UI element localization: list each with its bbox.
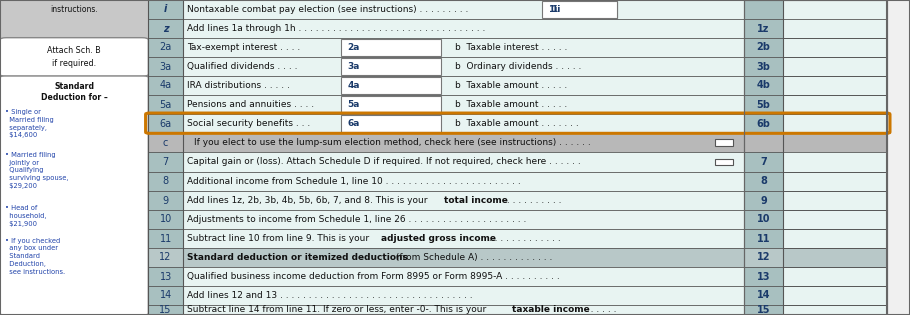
Text: 14: 14 [159,290,172,301]
Bar [0,0,148,315]
Text: If you elect to use the lump-sum election method, check here (see instructions) : If you elect to use the lump-sum electio… [194,138,591,147]
Bar [341,39,441,56]
Text: 5b: 5b [756,100,771,110]
FancyBboxPatch shape [0,38,148,76]
Bar [148,133,887,152]
Text: Subtract line 14 from line 11. If zero or less, enter -0-. This is your: Subtract line 14 from line 11. If zero o… [187,306,490,314]
Text: 1i: 1i [551,5,560,14]
Text: Add lines 12 and 13 . . . . . . . . . . . . . . . . . . . . . . . . . . . . . . : Add lines 12 and 13 . . . . . . . . . . … [187,291,473,300]
Text: Attach Sch. B
if required.: Attach Sch. B if required. [47,46,101,68]
Text: Pensions and annuities . . . .: Pensions and annuities . . . . [187,100,315,109]
FancyBboxPatch shape [0,76,148,315]
Text: 6a: 6a [159,118,172,129]
Text: 11: 11 [757,233,770,243]
Text: b  Taxable amount . . . . . . .: b Taxable amount . . . . . . . [455,119,579,128]
Text: IRA distributions . . . . .: IRA distributions . . . . . [187,81,290,90]
Text: 4a: 4a [159,81,172,90]
Bar [715,139,733,146]
Text: (from Schedule A) . . . . . . . . . . . . .: (from Schedule A) . . . . . . . . . . . … [393,253,552,262]
Text: 12: 12 [757,253,770,262]
Text: Qualified dividends . . . .: Qualified dividends . . . . [187,62,298,71]
Text: Additional income from Schedule 1, line 10 . . . . . . . . . . . . . . . . . . .: Additional income from Schedule 1, line … [187,177,521,186]
Text: 14: 14 [757,290,770,301]
Text: Nontaxable combat pay election (see instructions) . . . . . . . . .: Nontaxable combat pay election (see inst… [187,5,469,14]
Text: 6b: 6b [756,118,771,129]
Text: adjusted gross income: adjusted gross income [381,234,496,243]
Text: 2a: 2a [159,43,172,53]
Bar [341,58,441,75]
Text: 5a: 5a [159,100,172,110]
Bar [744,0,887,315]
Text: 6a: 6a [348,119,360,128]
Text: 7: 7 [163,157,168,167]
Text: 12: 12 [159,253,172,262]
Text: Social security benefits . . .: Social security benefits . . . [187,119,310,128]
Text: 8: 8 [163,176,168,186]
Text: 15: 15 [159,305,172,315]
Text: 15: 15 [757,305,770,315]
Bar [148,248,887,267]
Text: Standard deduction or itemized deductions: Standard deduction or itemized deduction… [187,253,409,262]
Text: 2a: 2a [348,43,360,52]
Bar [544,1,617,18]
Text: Tax-exempt interest . . . .: Tax-exempt interest . . . . [187,43,300,52]
Text: b  Taxable amount . . . . .: b Taxable amount . . . . . [455,100,567,109]
Bar [783,0,887,315]
Text: 9: 9 [163,196,168,205]
Text: 13: 13 [159,272,172,282]
Text: Capital gain or (loss). Attach Schedule D if required. If not required, check he: Capital gain or (loss). Attach Schedule … [187,158,581,167]
Text: 3a: 3a [159,61,172,72]
Bar [341,115,441,132]
Bar [744,0,783,315]
Text: 1z: 1z [757,24,770,33]
Text: 4a: 4a [348,81,360,90]
Text: 13: 13 [757,272,770,282]
Text: total income: total income [444,196,508,205]
Text: Standard
Deduction for –: Standard Deduction for – [41,82,107,102]
Text: instructions.: instructions. [50,4,98,14]
Text: . . . . . . . . . .: . . . . . . . . . . [504,196,561,205]
Text: Qualified business income deduction from Form 8995 or Form 8995-A . . . . . . . : Qualified business income deduction from… [187,272,561,281]
Text: 4b: 4b [756,81,771,90]
Bar [183,0,887,315]
Text: 7: 7 [760,157,767,167]
Text: taxable income: taxable income [511,306,590,314]
Text: 11: 11 [159,233,172,243]
Text: . . . . . .: . . . . . . [581,306,616,314]
Text: 5a: 5a [348,100,360,109]
Text: 2b: 2b [756,43,771,53]
Text: i: i [164,4,167,14]
Text: • If you checked
  any box under
  Standard
  Deduction,
  see instructions.: • If you checked any box under Standard … [5,238,66,275]
Text: Subtract line 10 from line 9. This is your: Subtract line 10 from line 9. This is yo… [187,234,372,243]
Text: 1i: 1i [548,5,557,14]
Text: 10: 10 [757,215,770,225]
Bar [542,1,617,18]
Bar [148,0,183,315]
Text: Adjustments to income from Schedule 1, line 26 . . . . . . . . . . . . . . . . .: Adjustments to income from Schedule 1, l… [187,215,527,224]
Text: 3b: 3b [756,61,771,72]
Bar [715,159,733,165]
Text: z: z [163,24,168,33]
Text: Add lines 1z, 2b, 3b, 4b, 5b, 6b, 7, and 8. This is your: Add lines 1z, 2b, 3b, 4b, 5b, 6b, 7, and… [187,196,430,205]
Text: • Married filing
  jointly or
  Qualifying
  surviving spouse,
  $29,200: • Married filing jointly or Qualifying s… [5,152,69,189]
Text: 9: 9 [760,196,767,205]
Text: Add lines 1a through 1h . . . . . . . . . . . . . . . . . . . . . . . . . . . . : Add lines 1a through 1h . . . . . . . . … [187,24,486,33]
Text: b  Taxable amount . . . . .: b Taxable amount . . . . . [455,81,567,90]
Text: b  Ordinary dividends . . . . .: b Ordinary dividends . . . . . [455,62,581,71]
Text: 3a: 3a [348,62,360,71]
Text: c: c [163,138,168,147]
Text: • Single or
  Married filing
  separately,
  $14,600: • Single or Married filing separately, $… [5,109,55,138]
Text: 8: 8 [760,176,767,186]
Bar [341,96,441,113]
Text: 10: 10 [159,215,172,225]
Text: . . . . . . . . . . . . .: . . . . . . . . . . . . . [486,234,561,243]
Bar [341,77,441,94]
Text: • Head of
  household,
  $21,900: • Head of household, $21,900 [5,205,46,227]
Text: b  Taxable interest . . . . .: b Taxable interest . . . . . [455,43,567,52]
